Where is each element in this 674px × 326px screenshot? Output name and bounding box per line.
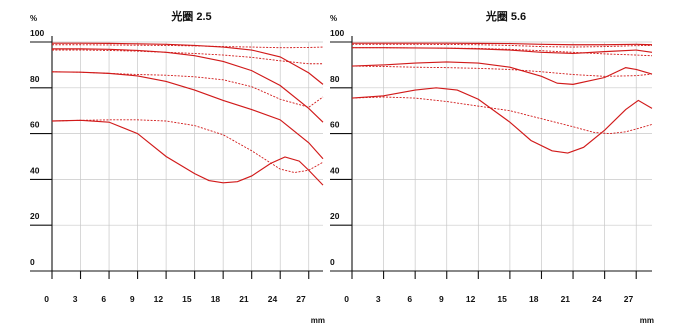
mtf-curve-solid-3 — [352, 47, 653, 55]
mtf-curve-solid-7 — [351, 87, 653, 154]
x-axis-label: mm — [640, 316, 654, 325]
mtf-curve-dashed-2 — [352, 43, 653, 48]
y-tick-label: 20 — [330, 211, 340, 221]
y-axis-label: % — [30, 14, 37, 23]
mtf-curve-dashed-6 — [51, 71, 324, 108]
y-tick-label: 100 — [330, 28, 344, 38]
mtf-curve-solid-3 — [52, 48, 324, 123]
mtf-curve-solid-1 — [352, 42, 653, 46]
y-tick-label: 20 — [30, 211, 40, 221]
x-tick-label: 27 — [624, 294, 634, 304]
mtf-curve-dashed-4 — [52, 49, 323, 65]
mtf-curve-solid-7 — [51, 119, 324, 186]
x-tick-label: 0 — [344, 294, 349, 304]
y-tick-label: 60 — [330, 120, 340, 130]
x-tick-label: 24 — [592, 294, 602, 304]
x-tick-label: 15 — [497, 294, 507, 304]
y-tick-label: 0 — [30, 257, 35, 267]
x-tick-label: 6 — [101, 294, 106, 304]
mtf-curve-solid-5 — [51, 71, 324, 160]
x-tick-label: 3 — [376, 294, 381, 304]
x-tick-label: 9 — [130, 294, 135, 304]
y-tick-label: 60 — [30, 120, 40, 130]
mtf-chart-1: 光圈 2.5% 0 20 40 60 80 100 0 3 6 9 12 15 18 21 24 27 mm — [30, 9, 325, 325]
y-tick-label: 40 — [30, 165, 40, 175]
x-axis-label: mm — [311, 316, 325, 325]
x-tick-label: 24 — [268, 294, 278, 304]
mtf-curve-solid-5 — [351, 61, 653, 85]
x-tick-label: 6 — [407, 294, 412, 304]
x-tick-label: 12 — [466, 294, 476, 304]
mtf-curve-dashed-4 — [352, 47, 653, 57]
x-tick-label: 3 — [73, 294, 78, 304]
y-tick-label: 80 — [330, 74, 340, 84]
y-tick-label: 0 — [330, 257, 335, 267]
y-tick-label: 40 — [330, 165, 340, 175]
mtf-curve-dashed-8 — [51, 119, 324, 173]
y-tick-label: 100 — [30, 28, 44, 38]
mtf-curve-solid-1 — [52, 42, 324, 85]
mtf-curve-dashed-6 — [351, 65, 653, 77]
x-tick-label: 21 — [561, 294, 571, 304]
y-tick-label: 80 — [30, 74, 40, 84]
x-tick-label: 0 — [44, 294, 49, 304]
mtf-curve-dashed-8 — [351, 96, 653, 135]
x-tick-label: 21 — [239, 294, 249, 304]
chart-title: 光圈 2.5 — [170, 9, 211, 23]
y-axis-label: % — [330, 14, 337, 23]
chart-title: 光圈 5.6 — [485, 9, 526, 23]
x-tick-label: 15 — [182, 294, 192, 304]
x-tick-label: 18 — [211, 294, 221, 304]
x-tick-label: 18 — [529, 294, 539, 304]
x-tick-label: 12 — [154, 294, 164, 304]
mtf-chart-2: 光圈 5.6% 0 20 40 60 80 100 0 3 6 9 12 15 18 21 24 27 mm — [330, 9, 654, 325]
x-tick-label: 9 — [439, 294, 444, 304]
x-tick-label: 27 — [296, 294, 306, 304]
